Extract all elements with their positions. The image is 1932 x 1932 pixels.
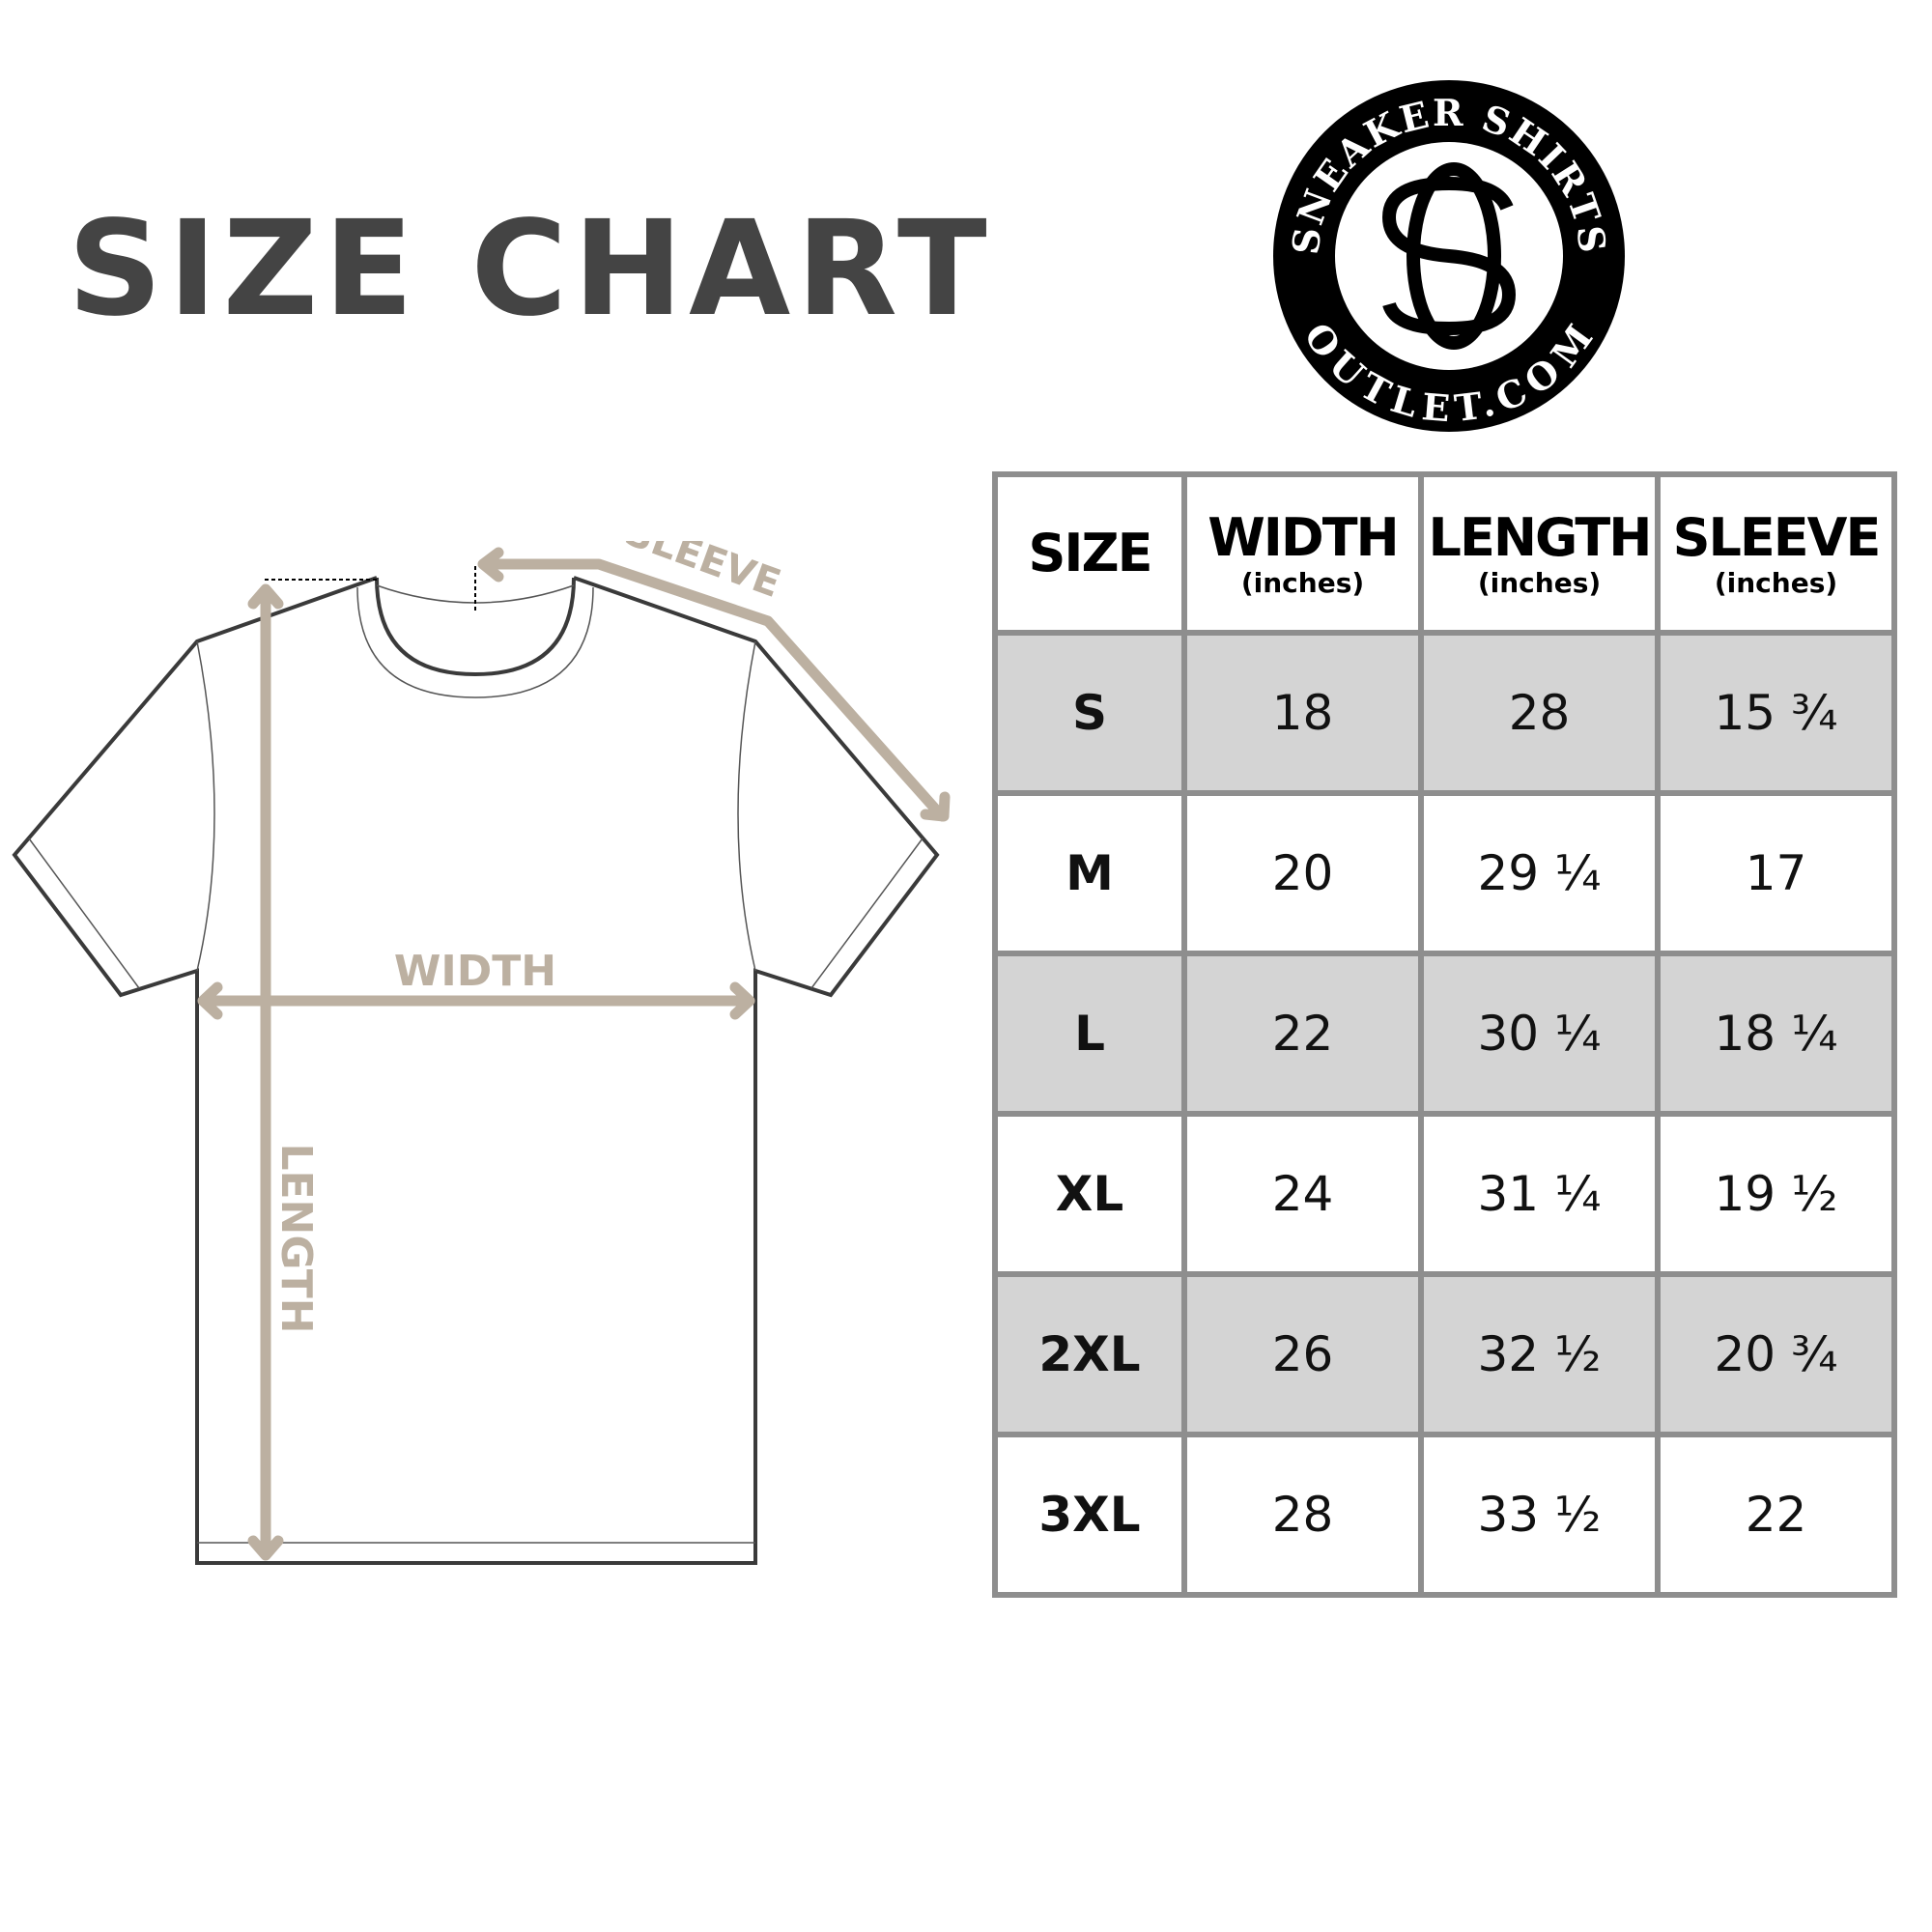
header-length: LENGTH (inches) <box>1418 471 1661 636</box>
sleeve-arrow <box>477 547 951 822</box>
cell-width: 26 <box>1181 1271 1424 1437</box>
brand-logo: SNEAKER SHIRTS OUTLET.COM <box>1273 80 1625 432</box>
cell-size: S <box>992 630 1187 796</box>
header-sleeve: SLEEVE (inches) <box>1655 471 1897 636</box>
cell-sleeve: 18 ¼ <box>1655 951 1897 1117</box>
cell-size: M <box>992 790 1187 956</box>
header-size: SIZE <box>992 471 1187 636</box>
tshirt-outline <box>12 576 940 1565</box>
length-arrow <box>247 583 284 1561</box>
cell-length: 29 ¼ <box>1418 790 1661 956</box>
cell-size: L <box>992 951 1187 1117</box>
cell-size: XL <box>992 1111 1187 1277</box>
table-row: 2XL 26 32 ½ 20 ¾ <box>992 1271 1897 1437</box>
cell-width: 18 <box>1181 630 1424 796</box>
cell-sleeve: 17 <box>1655 790 1897 956</box>
cell-length: 28 <box>1418 630 1661 796</box>
cell-sleeve: 19 ½ <box>1655 1111 1897 1277</box>
cell-size: 3XL <box>992 1432 1187 1598</box>
cell-length: 32 ½ <box>1418 1271 1661 1437</box>
cell-sleeve: 22 <box>1655 1432 1897 1598</box>
table-row: 3XL 28 33 ½ 22 <box>992 1432 1897 1598</box>
cell-width: 20 <box>1181 790 1424 956</box>
table-row: M 20 29 ¼ 17 <box>992 790 1897 956</box>
cell-width: 28 <box>1181 1432 1424 1598</box>
width-arrow <box>197 981 755 1020</box>
cell-sleeve: 20 ¾ <box>1655 1271 1897 1437</box>
cell-width: 24 <box>1181 1111 1424 1277</box>
table-row: XL 24 31 ¼ 19 ½ <box>992 1111 1897 1277</box>
tshirt-diagram: WIDTH LENGTH SLEEVE <box>12 541 951 1565</box>
monogram-icon <box>1381 162 1517 350</box>
cell-length: 31 ¼ <box>1418 1111 1661 1277</box>
length-label: LENGTH <box>271 1143 321 1333</box>
header-width: WIDTH (inches) <box>1181 471 1424 636</box>
cell-width: 22 <box>1181 951 1424 1117</box>
table-row: L 22 30 ¼ 18 ¼ <box>992 951 1897 1117</box>
cell-length: 30 ¼ <box>1418 951 1661 1117</box>
width-label: WIDTH <box>394 947 556 996</box>
cell-length: 33 ½ <box>1418 1432 1661 1598</box>
table-header-row: SIZE WIDTH (inches) LENGTH (inches) SLEEVE… <box>992 471 1897 636</box>
table-row: S 18 28 15 ¾ <box>992 630 1897 796</box>
cell-size: 2XL <box>992 1271 1187 1437</box>
size-table: SIZE WIDTH (inches) LENGTH (inches) SLEEVE… <box>992 471 1897 1598</box>
cell-sleeve: 15 ¾ <box>1655 630 1897 796</box>
page-title: SIZE CHART <box>68 193 993 346</box>
